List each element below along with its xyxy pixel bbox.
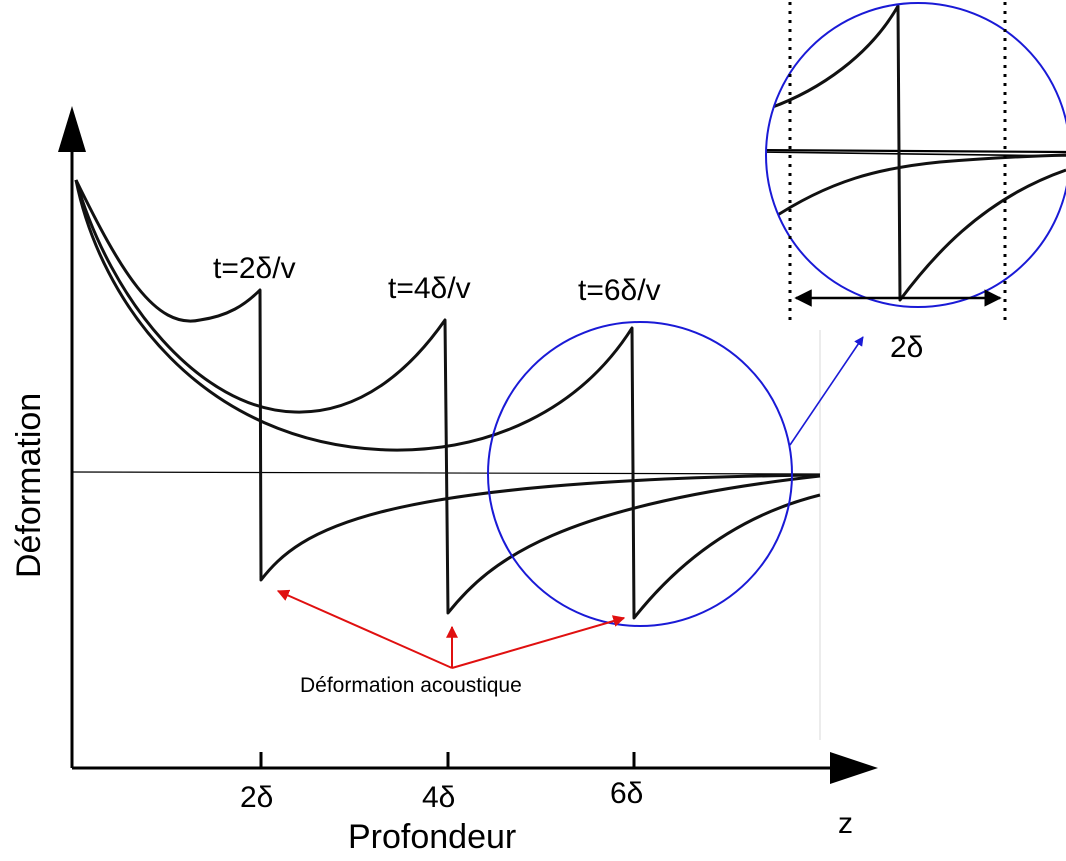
time-label-2: t=2δ/v [213,252,296,285]
zoom-width-label: 2δ [890,331,923,364]
curve-t-4 [74,179,821,615]
time-label-6: t=6δ/v [578,274,661,307]
zoom-inset-content [766,4,1066,302]
x-tick-label-6d: 6δ [610,777,643,810]
annotation-arrow-left [276,589,453,669]
curve-t-6 [74,179,821,620]
y-axis-label: Déformation [10,393,48,578]
x-tick-label-2d: 2δ [240,781,273,814]
x-axis-symbol: z [838,807,853,840]
zoom-connector-arrow [789,336,864,446]
highlight-circle [487,321,793,627]
annotation-arrow-right [451,615,626,669]
x-tick-label-4d: 4δ [422,781,455,814]
x-axis-label: Profondeur [348,818,516,856]
x-axis-arrowhead [830,752,878,784]
curve-t-2 [74,179,821,582]
time-label-4: t=4δ/v [388,272,471,305]
y-axis-arrowhead [58,106,86,152]
annotation-label: Déformation acoustique [300,674,522,697]
zoom-circle [765,2,1066,308]
